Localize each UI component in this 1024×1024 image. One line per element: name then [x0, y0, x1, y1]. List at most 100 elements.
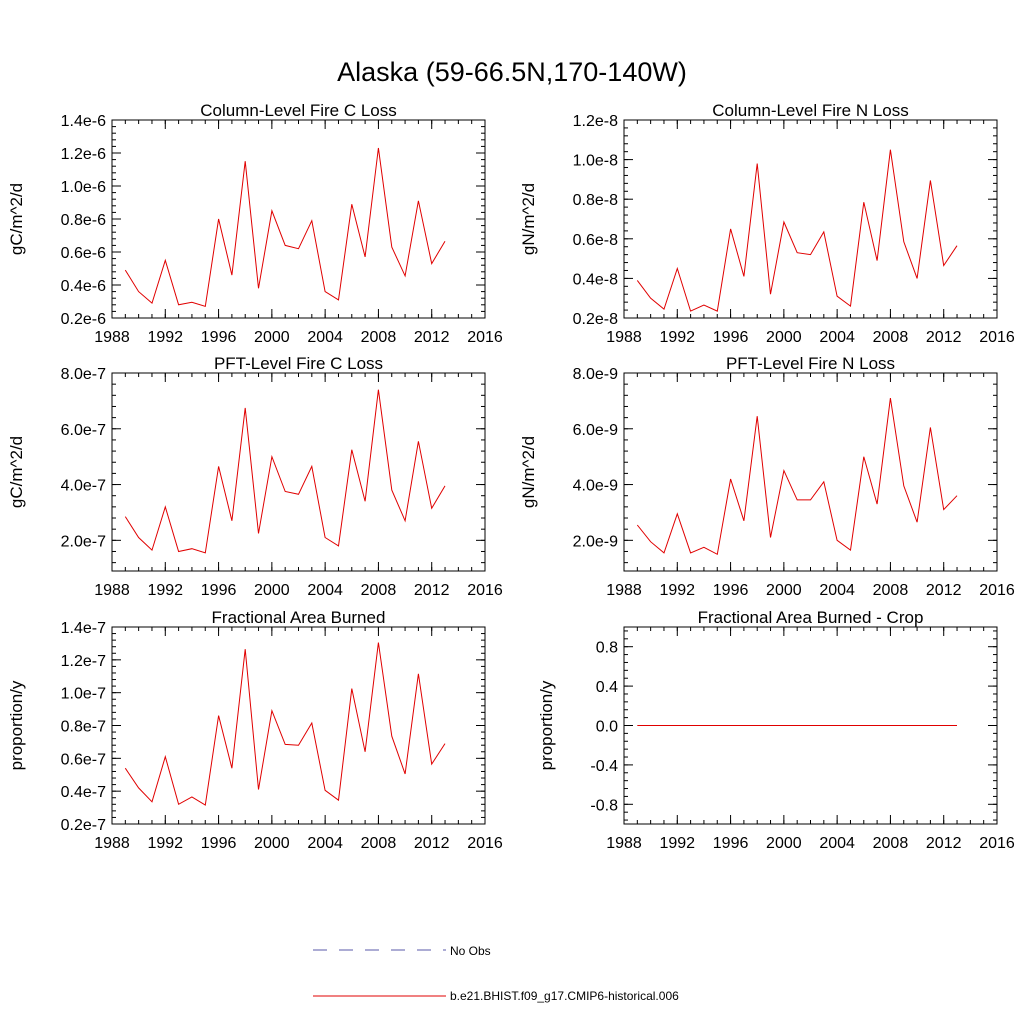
x-tick-label: 2000 — [254, 835, 290, 852]
x-tick-label: 2016 — [467, 582, 503, 599]
y-axis-label: gC/m^2/d — [7, 183, 26, 255]
x-tick-label: 1992 — [147, 582, 183, 599]
y-tick-label: 0.8e-6 — [61, 212, 106, 229]
x-tick-label: 2008 — [873, 582, 909, 599]
x-tick-label: 2012 — [926, 582, 962, 599]
x-tick-label: 1992 — [147, 329, 183, 346]
legend: No Obs b.e21.BHIST.f09_g17.CMIP6-histori… — [313, 944, 679, 1003]
y-tick-label: 0.6e-6 — [61, 245, 106, 262]
chart-panel-4: 1988 1992 1996 2000 2004 2008 2012 2016 2.0e-9 4.… — [519, 354, 1015, 599]
y-tick-label: 0.2e-8 — [573, 311, 618, 328]
x-tick-label: 2016 — [979, 582, 1015, 599]
series-line — [124, 147, 446, 308]
series-line — [124, 389, 446, 554]
y-tick-label: 0.8e-8 — [573, 192, 618, 209]
x-tick-label: 1992 — [659, 582, 695, 599]
y-tick-label: 0.4 — [596, 679, 618, 696]
series-line — [636, 398, 958, 556]
chart-panel-3: 1988 1992 1996 2000 2004 2008 2012 2016 2.0e-7 4.… — [7, 354, 503, 599]
x-tick-label: 2008 — [873, 329, 909, 346]
y-tick-label: 8.0e-7 — [61, 366, 106, 383]
x-tick-label: 1992 — [659, 329, 695, 346]
x-tick-label: 2008 — [873, 835, 909, 852]
y-tick-label: 0.4e-7 — [61, 784, 106, 801]
y-tick-label: -0.4 — [590, 758, 618, 775]
y-tick-label: 4.0e-9 — [573, 478, 618, 495]
y-tick-label: 1.0e-6 — [61, 179, 106, 196]
x-tick-label: 2012 — [414, 582, 450, 599]
x-tick-label: 1992 — [659, 835, 695, 852]
x-tick-label: 2008 — [361, 329, 397, 346]
x-tick-label: 2004 — [819, 329, 855, 346]
x-tick-label: 1996 — [713, 582, 749, 599]
x-tick-label: 1988 — [606, 835, 642, 852]
y-tick-label: 6.0e-9 — [573, 422, 618, 439]
x-tick-label: 1988 — [94, 582, 130, 599]
y-tick-label: 8.0e-9 — [573, 366, 618, 383]
x-tick-label: 2016 — [979, 329, 1015, 346]
y-tick-label: 0.2e-6 — [61, 311, 106, 328]
chart-panel-6: 1988 1992 1996 2000 2004 2008 2012 2016 -0.8 -0.4… — [537, 608, 1015, 852]
y-tick-label: 0.0 — [596, 719, 618, 736]
y-axis-label: gC/m^2/d — [7, 436, 26, 508]
y-axis-label: proportion/y — [537, 680, 556, 770]
x-tick-label: 1992 — [147, 835, 183, 852]
panel-title: PFT-Level Fire C Loss — [214, 354, 383, 373]
chart-panel-1: 1988 1992 1996 2000 2004 2008 2012 2016 0.2e-6 0.… — [7, 101, 503, 346]
y-tick-label: 0.6e-8 — [573, 232, 618, 249]
legend-obs-label: No Obs — [450, 944, 491, 958]
panel-title: Fractional Area Burned — [212, 608, 386, 627]
x-tick-label: 2012 — [414, 835, 450, 852]
panel-title: PFT-Level Fire N Loss — [726, 354, 895, 373]
chart-panel-2: 1988 1992 1996 2000 2004 2008 2012 2016 0.2e-8 0.… — [519, 101, 1015, 346]
x-tick-label: 1988 — [94, 835, 130, 852]
panel-title: Column-Level Fire N Loss — [712, 101, 909, 120]
y-axis-label: proportion/y — [7, 680, 26, 770]
x-tick-label: 1996 — [201, 329, 237, 346]
y-tick-label: 1.2e-8 — [573, 113, 618, 130]
y-tick-label: 6.0e-7 — [61, 422, 106, 439]
x-tick-label: 2004 — [819, 835, 855, 852]
y-tick-label: 2.0e-7 — [61, 533, 106, 550]
x-tick-label: 2004 — [307, 835, 343, 852]
y-tick-label: -0.8 — [590, 797, 618, 814]
y-tick-label: 1.4e-6 — [61, 113, 106, 130]
plot-frame — [623, 372, 998, 572]
chart-panel-5: 1988 1992 1996 2000 2004 2008 2012 2016 0.2e-7 0.… — [7, 608, 503, 852]
x-tick-label: 2000 — [766, 329, 802, 346]
x-tick-label: 2016 — [467, 835, 503, 852]
figure-title: Alaska (59-66.5N,170-140W) — [337, 57, 687, 87]
y-tick-label: 1.0e-7 — [61, 686, 106, 703]
y-tick-label: 0.4e-6 — [61, 278, 106, 295]
plot-frame — [111, 626, 486, 825]
plot-frame — [111, 119, 486, 319]
y-axis-label: gN/m^2/d — [519, 183, 538, 255]
plot-frame — [623, 119, 998, 319]
x-tick-label: 1996 — [201, 835, 237, 852]
y-axis-label: gN/m^2/d — [519, 436, 538, 508]
x-tick-label: 2016 — [979, 835, 1015, 852]
x-tick-label: 2000 — [766, 835, 802, 852]
panel-title: Column-Level Fire C Loss — [200, 101, 397, 120]
y-tick-label: 1.4e-7 — [61, 620, 106, 637]
x-tick-label: 2004 — [307, 582, 343, 599]
y-tick-label: 0.4e-8 — [573, 271, 618, 288]
x-tick-label: 1996 — [713, 329, 749, 346]
y-tick-label: 1.0e-8 — [573, 153, 618, 170]
x-tick-label: 2000 — [254, 329, 290, 346]
y-tick-label: 1.2e-7 — [61, 653, 106, 670]
x-tick-label: 2012 — [414, 329, 450, 346]
x-tick-label: 2008 — [361, 835, 397, 852]
x-tick-label: 2000 — [766, 582, 802, 599]
legend-model-label: b.e21.BHIST.f09_g17.CMIP6-historical.006 — [450, 989, 679, 1003]
series-line — [636, 149, 958, 312]
x-tick-label: 2016 — [467, 329, 503, 346]
panel-title: Fractional Area Burned - Crop — [698, 608, 924, 627]
x-tick-label: 1988 — [606, 582, 642, 599]
x-tick-label: 2004 — [819, 582, 855, 599]
y-tick-label: 1.2e-6 — [61, 146, 106, 163]
y-tick-label: 0.8e-7 — [61, 719, 106, 736]
y-tick-label: 0.2e-7 — [61, 817, 106, 834]
series-line — [124, 642, 446, 806]
